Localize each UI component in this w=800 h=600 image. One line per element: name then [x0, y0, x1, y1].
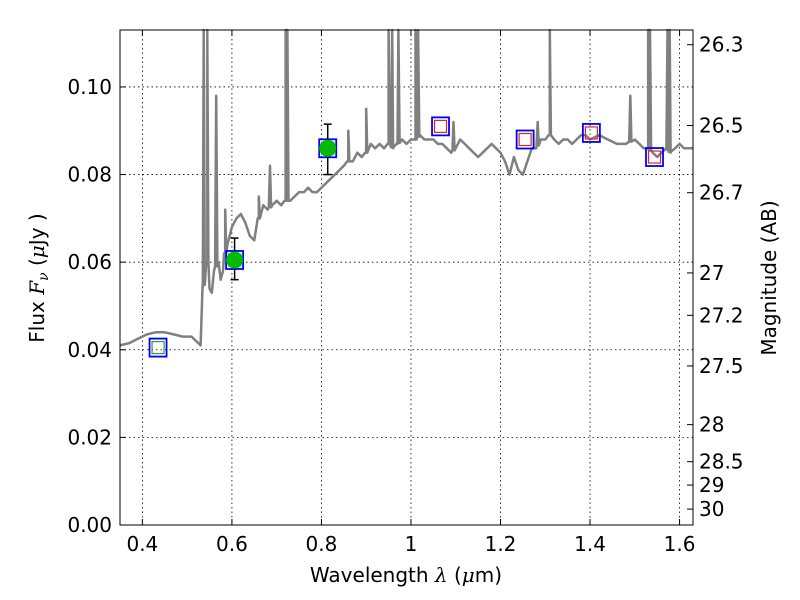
x-tick-label: 0.6	[216, 532, 248, 556]
model-square	[645, 147, 664, 167]
y2-tick-label: 28	[699, 413, 724, 437]
spectrum-line	[119, 28, 693, 347]
y2-tick-label: 27.5	[699, 354, 744, 378]
y-tick-label: 0.08	[67, 163, 112, 187]
x-tick-label: 0.4	[126, 532, 158, 556]
ticks-layer: 0.4 0.6 0.8 1 1.2 1.4 1.6 0.00 0.02 0.04 0.06 0.08 0…	[67, 30, 744, 556]
spectrum-layer	[119, 28, 693, 347]
x-axis-label-lambda: λ	[434, 563, 448, 587]
y2-tick-label: 28.5	[699, 450, 744, 474]
y-axis-label-nu: ν	[36, 272, 52, 281]
y-axis-label-mu: μ	[25, 245, 49, 258]
y2-axis-label: Magnitude (AB)	[757, 200, 781, 355]
model-square	[431, 116, 450, 137]
y2-tick-label: 26.5	[699, 113, 744, 137]
x-tick-label: 1	[405, 532, 418, 556]
observed-point	[319, 139, 337, 157]
y-axis-label-F: F	[25, 280, 49, 296]
x-axis-label-end: m)	[475, 563, 502, 587]
y-tick-label: 0.04	[67, 338, 112, 362]
y-tick-label: 0.06	[67, 250, 112, 274]
points-layer	[148, 116, 664, 358]
x-axis-label-unit: (	[448, 563, 462, 587]
y-axis-label-main: Flux	[25, 295, 49, 343]
model-square-inner	[647, 150, 662, 164]
y-axis-label: Flux Fν (μJy )	[25, 213, 52, 342]
y2-tick-label: 30	[699, 497, 724, 521]
observed-point	[226, 251, 244, 269]
y-tick-label: 0.10	[67, 75, 112, 99]
y-tick-label: 0.02	[67, 425, 112, 449]
model-square	[581, 123, 601, 143]
y-tick-label: 0.00	[67, 513, 112, 537]
x-axis-label-main: Wavelength	[310, 563, 435, 587]
model-square	[148, 337, 168, 358]
model-square-inner	[518, 132, 532, 147]
x-tick-label: 1.4	[574, 532, 606, 556]
y2-tick-label: 27.2	[699, 303, 744, 327]
x-tick-label: 1.2	[485, 532, 517, 556]
y-axis-label-end: Jy )	[25, 213, 49, 247]
x-tick-label: 0.8	[306, 532, 338, 556]
x-tick-label: 1.6	[664, 532, 696, 556]
y2-tick-label: 26.3	[699, 33, 744, 57]
y2-tick-label: 29	[699, 473, 724, 497]
y2-tick-label: 27	[699, 261, 724, 285]
x-axis-label: Wavelength λ (μm)	[310, 563, 502, 587]
model-square-inner	[584, 126, 598, 140]
y-axis-label-unit: (	[25, 258, 49, 272]
model-square-inner	[433, 119, 448, 133]
y2-tick-label: 26.7	[699, 181, 744, 205]
model-square	[515, 129, 535, 150]
model-square-inner	[151, 340, 165, 355]
x-axis-label-mu: μ	[462, 563, 475, 587]
plot-frame	[119, 29, 694, 526]
